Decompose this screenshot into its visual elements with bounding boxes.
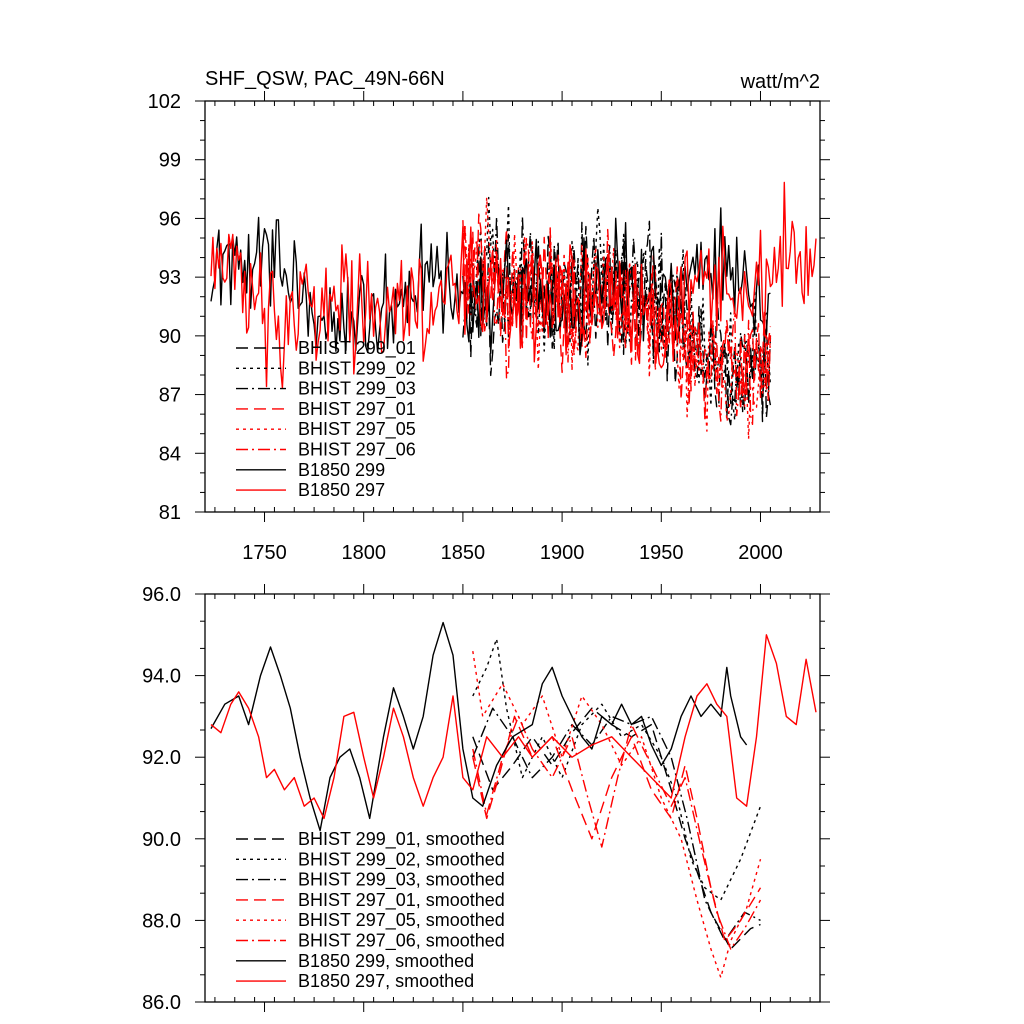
- top-legend-label-bhist-299-03: BHIST 299_03: [298, 379, 416, 400]
- top-legend-label-bhist-297-01: BHIST 297_01: [298, 399, 416, 420]
- bottom-legend-label-bhist-299-03-smoothed: BHIST 299_03, smoothed: [298, 870, 505, 891]
- bottom-legend-label-bhist-297-05-smoothed: BHIST 297_05, smoothed: [298, 910, 505, 931]
- bottom-series-line-bhist-297-01-smoothed: [472, 715, 762, 942]
- top-series-group: [210, 181, 817, 440]
- top-legend-label-b1850-297: B1850 297: [298, 480, 385, 500]
- top-x-tick-label: 1750: [242, 542, 287, 564]
- top-chart-title: SHF_QSW, PAC_49N-66N: [205, 68, 445, 90]
- top-chart-units: watt/m^2: [740, 71, 820, 93]
- top-y-tick-label: 90: [159, 326, 181, 348]
- bottom-series-line-bhist-299-02-smoothed: [472, 638, 762, 901]
- top-series-line-b1850-297: [210, 181, 817, 389]
- bottom-y-tick-label: 94.0: [142, 666, 181, 688]
- top-legend-label-bhist-299-01: BHIST 299_01: [298, 338, 416, 359]
- top-series-line-bhist-297-05: [462, 196, 772, 440]
- bottom-y-tick-label: 96.0: [142, 584, 181, 606]
- top-y-tick-label: 96: [159, 208, 181, 230]
- top-x-tick-label: 2000: [738, 542, 783, 564]
- bottom-legend-label-b1850-299-smoothed: B1850 299, smoothed: [298, 951, 474, 971]
- bottom-series-line-bhist-297-05-smoothed: [472, 650, 762, 979]
- bottom-chart: 86.0 88.0 90.0 92.0 94.0 96.0 BHIST 299_01, sm…: [142, 584, 830, 1014]
- bottom-legend-label-b1850-297-smoothed: B1850 297, smoothed: [298, 971, 474, 991]
- top-legend-label-bhist-297-06: BHIST 297_06: [298, 440, 416, 461]
- top-y-tick-label: 102: [148, 91, 181, 113]
- bottom-y-tick-label: 90.0: [142, 829, 181, 851]
- top-y-tick-label: 81: [159, 502, 181, 524]
- bottom-series-group: [210, 621, 817, 979]
- top-y-tick-label: 84: [159, 443, 181, 465]
- top-x-tick-label: 1900: [540, 542, 585, 564]
- bottom-y-tick-label: 88.0: [142, 910, 181, 932]
- bottom-legend-label-bhist-299-02-smoothed: BHIST 299_02, smoothed: [298, 849, 505, 870]
- bottom-series-line-b1850-299-smoothed: [210, 621, 748, 832]
- bottom-y-tick-label: 86.0: [142, 992, 181, 1014]
- bottom-series-line-b1850-297-smoothed: [210, 634, 817, 820]
- bottom-series-line-bhist-299-03-smoothed: [472, 707, 761, 942]
- bottom-legend-label-bhist-299-01-smoothed: BHIST 299_01, smoothed: [298, 829, 505, 850]
- top-legend-label-bhist-297-05: BHIST 297_05: [298, 419, 416, 440]
- top-x-tick-label: 1800: [341, 542, 386, 564]
- bottom-legend-label-bhist-297-06-smoothed: BHIST 297_06, smoothed: [298, 931, 505, 952]
- bottom-series-line-bhist-297-06-smoothed: [472, 715, 762, 950]
- top-legend-label-b1850-299: B1850 299: [298, 460, 385, 480]
- top-y-tick-label: 93: [159, 267, 181, 289]
- top-x-tick-label: 1850: [441, 542, 486, 564]
- top-series-line-bhist-299-03: [462, 216, 772, 426]
- top-series-line-bhist-297-06: [462, 220, 772, 425]
- top-y-tick-label: 87: [159, 385, 181, 407]
- bottom-legend-label-bhist-297-01-smoothed: BHIST 297_01, smoothed: [298, 890, 505, 911]
- top-chart: 1750 1800 1850 1900 1950 2000 81 84 87 90 93 96 99 10…: [148, 91, 830, 564]
- top-x-tick-label: 1950: [639, 542, 684, 564]
- bottom-y-tick-label: 92.0: [142, 747, 181, 769]
- top-y-tick-label: 99: [159, 150, 181, 172]
- top-legend-label-bhist-299-02: BHIST 299_02: [298, 358, 416, 379]
